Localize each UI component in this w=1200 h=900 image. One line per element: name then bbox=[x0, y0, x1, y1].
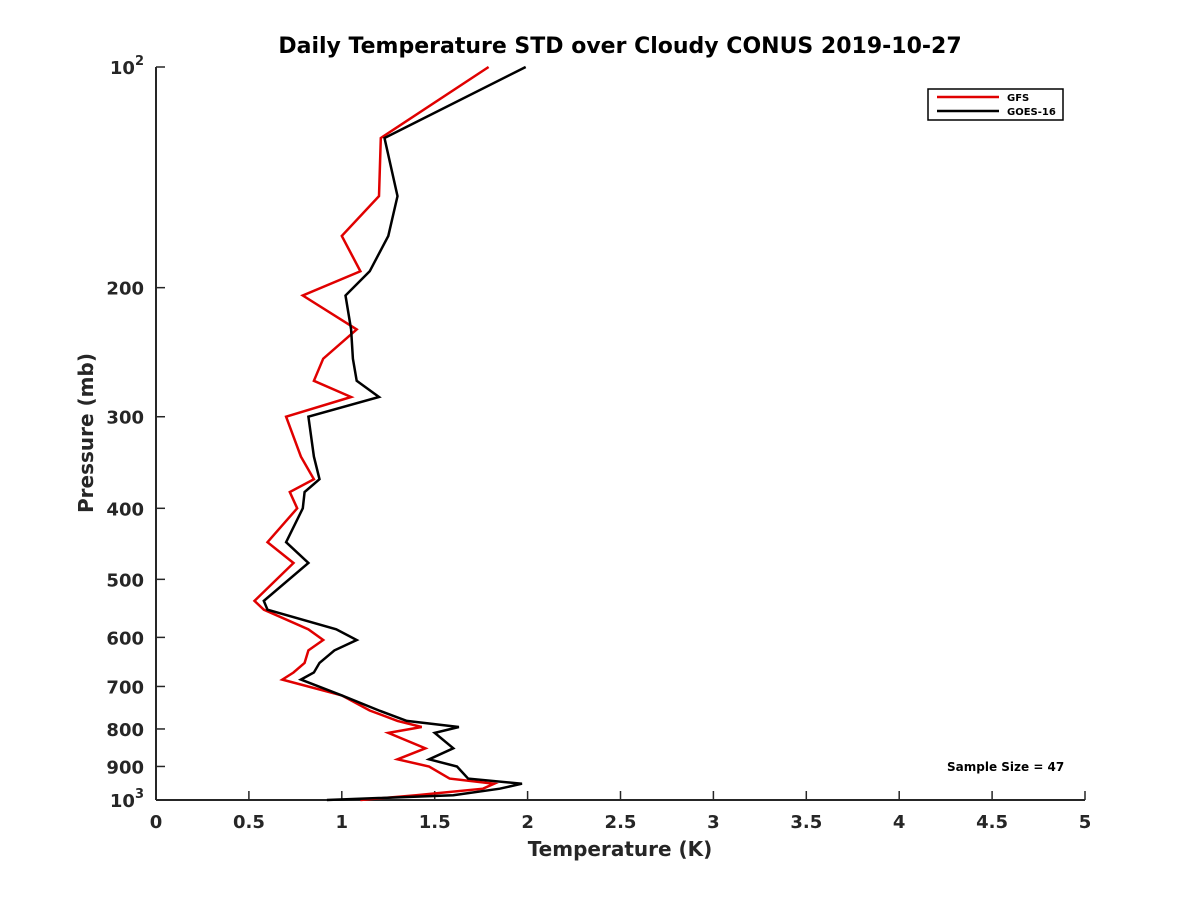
y-tick-label: 103 bbox=[110, 787, 144, 812]
sample-size-annotation: Sample Size = 47 bbox=[947, 760, 1064, 774]
x-tick-label: 2 bbox=[521, 812, 534, 833]
x-tick-label: 4.5 bbox=[976, 812, 1008, 833]
x-tick-label: 1.5 bbox=[419, 812, 451, 833]
x-tick-label: 2.5 bbox=[605, 812, 637, 833]
x-tick-label: 3.5 bbox=[790, 812, 822, 833]
legend-label-goes16: GOES-16 bbox=[1007, 107, 1056, 118]
series-line-gfs bbox=[252, 65, 499, 802]
x-ticks: 0 0.5 1 1.5 2 2.5 3 3.5 4 4.5 5 bbox=[150, 791, 1092, 833]
plot-area: 0 0.5 1 1.5 2 2.5 3 3.5 4 4.5 5 102200300400500600… bbox=[106, 54, 1091, 833]
y-tick-label: 700 bbox=[106, 677, 144, 698]
x-tick-label: 5 bbox=[1079, 812, 1092, 833]
legend-label-gfs: GFS bbox=[1007, 93, 1029, 104]
y-tick-exponent: 2 bbox=[135, 54, 144, 69]
x-axis-label: Temperature (K) bbox=[528, 837, 713, 861]
y-tick-label: 900 bbox=[106, 757, 144, 778]
y-tick-label: 800 bbox=[106, 720, 144, 741]
x-tick-label: 3 bbox=[707, 812, 720, 833]
y-tick-base: 10 bbox=[110, 58, 135, 79]
x-tick-label: 4 bbox=[893, 812, 906, 833]
y-tick-label: 600 bbox=[106, 628, 144, 649]
y-tick-label: 400 bbox=[106, 499, 144, 520]
y-tick-label: 102 bbox=[110, 54, 144, 79]
series-line-goes-16 bbox=[262, 65, 527, 802]
x-tick-label: 0 bbox=[150, 812, 163, 833]
y-tick-exponent: 3 bbox=[135, 787, 144, 802]
legend-box bbox=[927, 88, 1064, 121]
legend: GFS GOES-16 bbox=[927, 88, 1064, 121]
x-tick-label: 0.5 bbox=[233, 812, 265, 833]
y-tick-base: 10 bbox=[110, 791, 135, 812]
y-tick-label: 200 bbox=[106, 279, 144, 300]
chart-title: Daily Temperature STD over Cloudy CONUS … bbox=[278, 34, 961, 59]
series-lines bbox=[252, 65, 527, 802]
y-tick-label: 500 bbox=[106, 570, 144, 591]
y-axis-label: Pressure (mb) bbox=[74, 353, 98, 513]
x-tick-label: 1 bbox=[336, 812, 349, 833]
y-tick-label: 300 bbox=[106, 408, 144, 429]
